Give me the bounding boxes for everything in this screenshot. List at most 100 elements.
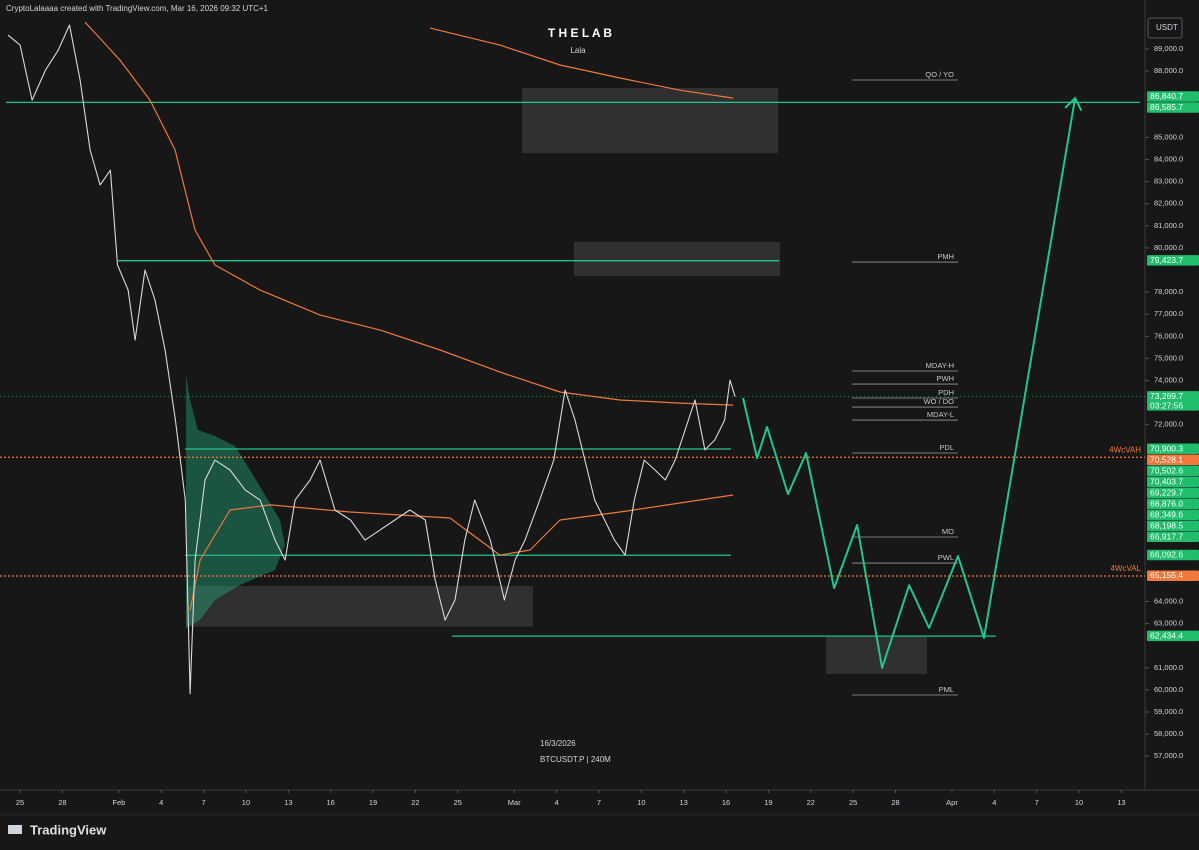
key-level-label: PDH [938, 388, 954, 397]
key-level-label: PWH [937, 374, 955, 383]
price-tag-label: 65,155.4 [1150, 570, 1183, 580]
x-tick-label: 22 [411, 798, 419, 807]
y-tick-label: 82,000.0 [1154, 199, 1183, 208]
date-label: 16/3/2026 [540, 739, 576, 748]
price-tag-label: 66,917.7 [1150, 531, 1183, 541]
y-tick-label: 80,000.0 [1154, 243, 1183, 252]
chart-subtitle: Lala [570, 46, 586, 55]
price-tag-label: 70,528.1 [1150, 454, 1183, 464]
x-tick-label: 25 [16, 798, 24, 807]
price-tag [1147, 391, 1199, 411]
reference-label: 4WcVAH [1109, 445, 1141, 454]
y-tick-label: 89,000.0 [1154, 44, 1183, 53]
price-tag [1147, 454, 1199, 466]
price-tag-label: 86,840.7 [1150, 91, 1183, 101]
x-tick-label: 13 [284, 798, 292, 807]
price-tag [1147, 498, 1199, 510]
price-tag [1147, 91, 1199, 102]
moving-average [84, 21, 734, 406]
x-tick-label: 28 [891, 798, 899, 807]
price-tag [1147, 549, 1199, 561]
key-level-label: QO / YO [925, 70, 954, 79]
x-tick-label: Mar [508, 798, 521, 807]
price-tag [1147, 443, 1199, 455]
brand-logo: TradingView [8, 822, 107, 837]
y-tick-label: 72,000.0 [1154, 420, 1183, 429]
brand-name: TradingView [30, 822, 107, 837]
key-level-label: MDAY-H [926, 361, 954, 370]
y-tick-label: 74,000.0 [1154, 376, 1183, 385]
zone [522, 87, 779, 154]
y-tick-label: 78,000.0 [1154, 287, 1183, 296]
currency: USDT [1156, 23, 1178, 32]
currency-box [1147, 17, 1183, 39]
price-tag [1147, 465, 1199, 477]
projection-line [742, 97, 1077, 669]
zone [573, 241, 780, 277]
x-tick-label: 7 [597, 798, 601, 807]
zones [186, 87, 927, 674]
price-tag [1147, 531, 1199, 543]
y-tick-label: 60,000.0 [1154, 685, 1183, 694]
price-tag [1147, 255, 1199, 266]
x-tick-label: 13 [680, 798, 688, 807]
y-tick-label: 61,000.0 [1154, 663, 1183, 672]
key-level-label: MDAY-L [927, 410, 954, 419]
price-tag-label: 68,349.6 [1150, 509, 1183, 519]
price-tag-label: 68,876.0 [1150, 498, 1183, 508]
price-tag [1147, 509, 1199, 521]
price-tag [1147, 630, 1199, 642]
price-tag-label: 68,198.5 [1150, 520, 1183, 530]
y-tick-label: 85,000.0 [1154, 132, 1183, 141]
y-tick-label: 57,000.0 [1154, 751, 1183, 760]
moving-average [429, 27, 734, 99]
price-tag-label: 79,423.7 [1150, 255, 1183, 265]
y-tick-label: 58,000.0 [1154, 729, 1183, 738]
projection-arrowhead [1064, 96, 1083, 112]
price-tag-label: 69,229.7 [1150, 487, 1183, 497]
y-tick-label: 63,000.0 [1154, 619, 1183, 628]
x-tick-label: 7 [1035, 798, 1039, 807]
x-tick-label: Apr [946, 798, 958, 807]
x-tick-label: 4 [159, 798, 163, 807]
x-tick-label: 19 [369, 798, 377, 807]
reference-label: 4WcVAL [1110, 564, 1141, 573]
x-tick-label: 10 [1075, 798, 1083, 807]
symbol-label: BTCUSDT.P | 240M [540, 755, 611, 764]
price-tag-label: 70,403.7 [1150, 476, 1183, 486]
price-tag [1147, 520, 1199, 532]
x-tick-label: 16 [327, 798, 335, 807]
x-tick-label: Feb [112, 798, 125, 807]
price-tag-label: 70,900.3 [1150, 443, 1183, 453]
x-tick-label: 19 [764, 798, 772, 807]
x-tick-label: 28 [58, 798, 66, 807]
y-tick-label: 88,000.0 [1154, 66, 1183, 75]
y-tick-label: 81,000.0 [1154, 221, 1183, 230]
key-level-label: PML [939, 685, 954, 694]
y-tick-label: 75,000.0 [1154, 353, 1183, 362]
attribution: CryptoLalaaaa created with TradingView.c… [6, 4, 269, 13]
y-tick-label: 83,000.0 [1154, 177, 1183, 186]
x-tick-label: 25 [849, 798, 857, 807]
price-tag [1147, 476, 1199, 488]
price-tag-label: 73,269.7 [1150, 391, 1183, 401]
x-tick-label: 13 [1117, 798, 1125, 807]
zone [826, 637, 927, 674]
moving-average [189, 494, 734, 611]
x-tick-label: 10 [242, 798, 250, 807]
x-tick-label: 7 [202, 798, 206, 807]
zone [186, 586, 534, 627]
price-tag-label: 62,434.4 [1150, 630, 1183, 640]
key-level-label: PMH [937, 252, 954, 261]
logo-mark [8, 825, 22, 834]
price-tag-label: 03:27:56 [1150, 400, 1183, 410]
x-tick-label: 25 [454, 798, 462, 807]
price-tag-label: 66,092.6 [1150, 550, 1183, 560]
price-tag-label: 70,502.6 [1150, 465, 1183, 475]
key-level-label: PWL [938, 553, 954, 562]
x-tick-label: 10 [637, 798, 645, 807]
chart-title: T H E L A B [548, 26, 613, 40]
y-tick-label: 76,000.0 [1154, 331, 1183, 340]
